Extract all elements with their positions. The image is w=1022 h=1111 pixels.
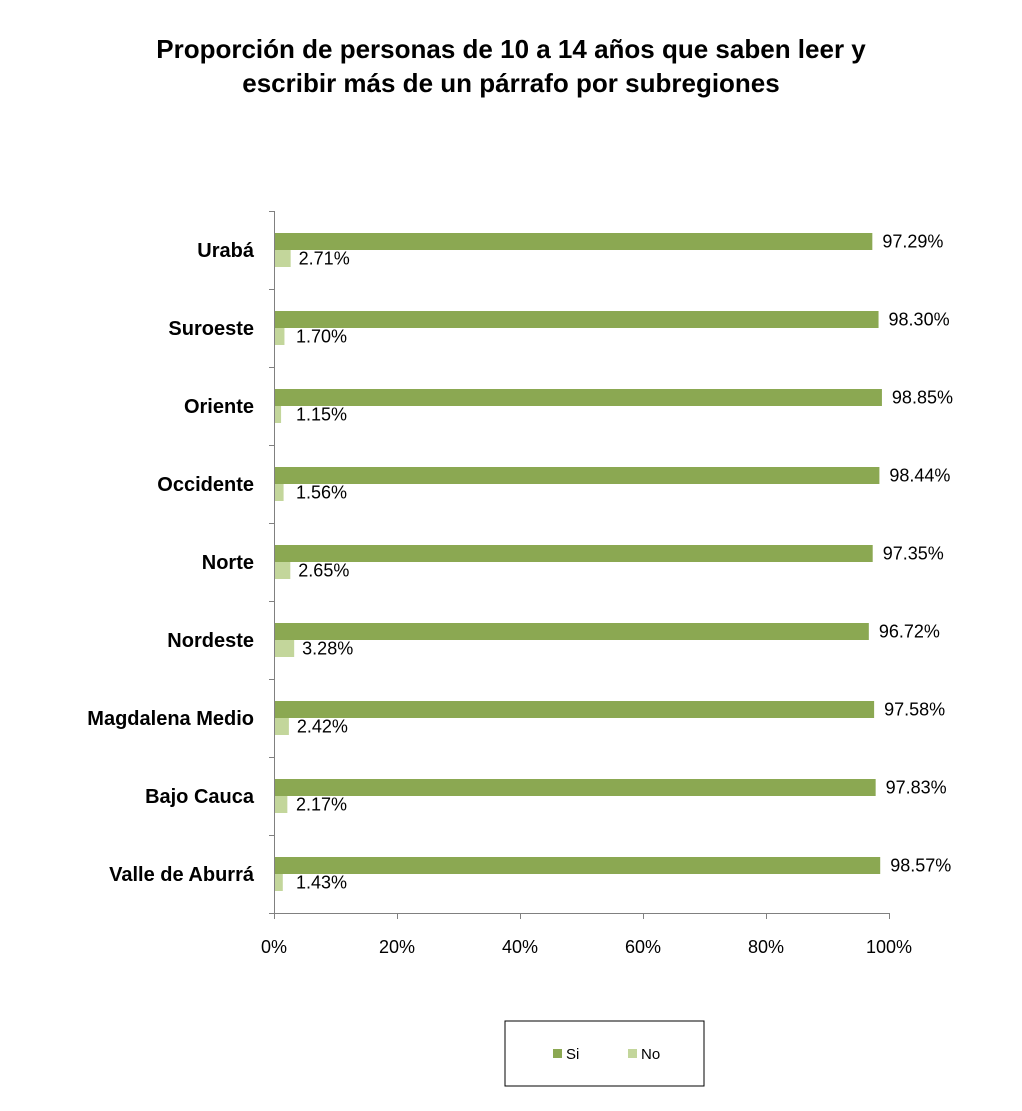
legend-label-si: Si xyxy=(566,1046,579,1063)
bar-no-nordeste xyxy=(275,640,295,657)
bar-si-suroeste xyxy=(275,311,879,328)
data-label-si-uraba: 97.29% xyxy=(882,232,943,252)
plot-area: Urabá 97.29% 2.71% Suroeste 98.30% 1.70% Orien… xyxy=(87,211,953,957)
chart-title-line-2: escribir más de un párrafo por subregion… xyxy=(242,68,779,98)
chart-title: Proporción de personas de 10 a 14 años q… xyxy=(156,34,866,98)
bar-no-valle-de-aburra xyxy=(275,874,283,891)
bar-no-norte xyxy=(275,562,291,579)
bar-no-uraba xyxy=(275,250,291,267)
bar-si-occidente xyxy=(275,467,880,484)
data-label-no-suroeste: 1.70% xyxy=(296,327,347,347)
category-label-bajo-cauca: Bajo Cauca xyxy=(145,786,255,808)
data-label-no-magdalena-medio: 2.42% xyxy=(297,717,348,737)
legend-box xyxy=(504,1020,705,1087)
data-label-si-occidente: 98.44% xyxy=(889,466,950,486)
legend-swatch-si xyxy=(553,1049,562,1058)
data-label-si-valle-de-aburra: 98.57% xyxy=(890,856,951,876)
category-label-uraba: Urabá xyxy=(197,240,255,262)
bar-no-oriente xyxy=(275,406,282,423)
data-label-si-norte: 97.35% xyxy=(883,544,944,564)
data-label-si-bajo-cauca: 97.83% xyxy=(886,778,947,798)
category-label-oriente: Oriente xyxy=(184,396,254,418)
legend-label-no: No xyxy=(641,1046,660,1063)
bar-si-magdalena-medio xyxy=(275,701,875,718)
category-label-suroeste: Suroeste xyxy=(168,318,254,340)
bar-si-nordeste xyxy=(275,623,869,640)
x-tick-label-20: 20% xyxy=(379,937,415,957)
data-label-no-oriente: 1.15% xyxy=(296,405,347,425)
x-tick-label-60: 60% xyxy=(625,937,661,957)
bar-si-norte xyxy=(275,545,873,562)
chart-title-line-1: Proporción de personas de 10 a 14 años q… xyxy=(156,34,866,64)
data-label-no-bajo-cauca: 2.17% xyxy=(296,795,347,815)
bar-no-bajo-cauca xyxy=(275,796,288,813)
category-label-nordeste: Nordeste xyxy=(167,630,254,652)
data-label-no-occidente: 1.56% xyxy=(296,483,347,503)
data-label-no-nordeste: 3.28% xyxy=(302,639,353,659)
legend-swatch-no xyxy=(628,1049,637,1058)
data-label-no-uraba: 2.71% xyxy=(299,249,350,269)
category-label-norte: Norte xyxy=(202,552,254,574)
data-label-no-norte: 2.65% xyxy=(298,561,349,581)
data-label-si-nordeste: 96.72% xyxy=(879,622,940,642)
bar-si-uraba xyxy=(275,233,873,250)
bar-no-magdalena-medio xyxy=(275,718,289,735)
category-label-valle-de-aburra: Valle de Aburrá xyxy=(109,864,255,886)
x-tick-label-0: 0% xyxy=(261,937,287,957)
legend: Si No xyxy=(504,1020,705,1087)
data-label-si-suroeste: 98.30% xyxy=(889,310,950,330)
category-label-magdalena-medio: Magdalena Medio xyxy=(87,708,254,730)
bar-si-valle-de-aburra xyxy=(275,857,881,874)
bar-no-suroeste xyxy=(275,328,285,345)
category-label-occidente: Occidente xyxy=(157,474,254,496)
x-tick-label-100: 100% xyxy=(866,937,912,957)
data-label-no-valle-de-aburra: 1.43% xyxy=(296,873,347,893)
data-label-si-oriente: 98.85% xyxy=(892,388,953,408)
bar-si-bajo-cauca xyxy=(275,779,876,796)
bar-si-oriente xyxy=(275,389,882,406)
x-tick-label-40: 40% xyxy=(502,937,538,957)
bar-no-occidente xyxy=(275,484,284,501)
data-label-si-magdalena-medio: 97.58% xyxy=(884,700,945,720)
x-tick-label-80: 80% xyxy=(748,937,784,957)
